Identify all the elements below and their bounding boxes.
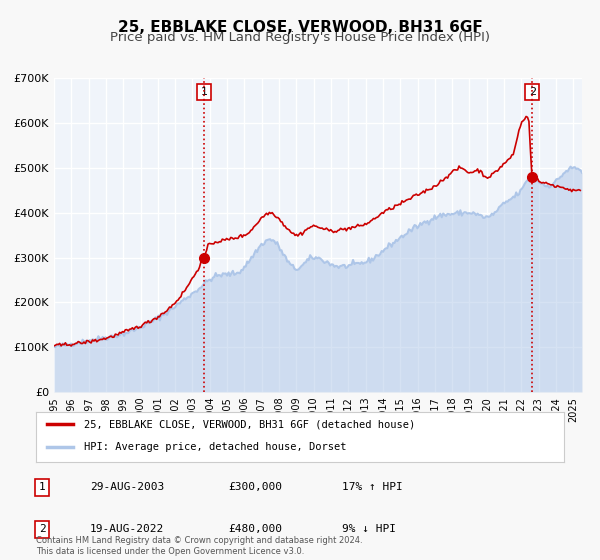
Text: Price paid vs. HM Land Registry's House Price Index (HPI): Price paid vs. HM Land Registry's House … bbox=[110, 31, 490, 44]
Text: HPI: Average price, detached house, Dorset: HPI: Average price, detached house, Dors… bbox=[83, 442, 346, 452]
Text: £300,000: £300,000 bbox=[228, 482, 282, 492]
Text: 1: 1 bbox=[38, 482, 46, 492]
Text: 9% ↓ HPI: 9% ↓ HPI bbox=[342, 524, 396, 534]
Text: 2: 2 bbox=[529, 87, 536, 97]
Text: 19-AUG-2022: 19-AUG-2022 bbox=[90, 524, 164, 534]
Text: 17% ↑ HPI: 17% ↑ HPI bbox=[342, 482, 403, 492]
Text: £480,000: £480,000 bbox=[228, 524, 282, 534]
Text: 25, EBBLAKE CLOSE, VERWOOD, BH31 6GF (detached house): 25, EBBLAKE CLOSE, VERWOOD, BH31 6GF (de… bbox=[83, 419, 415, 429]
Text: 25, EBBLAKE CLOSE, VERWOOD, BH31 6GF: 25, EBBLAKE CLOSE, VERWOOD, BH31 6GF bbox=[118, 20, 482, 35]
Text: Contains HM Land Registry data © Crown copyright and database right 2024.
This d: Contains HM Land Registry data © Crown c… bbox=[36, 536, 362, 556]
Text: 1: 1 bbox=[200, 87, 208, 97]
Text: 2: 2 bbox=[38, 524, 46, 534]
Text: 29-AUG-2003: 29-AUG-2003 bbox=[90, 482, 164, 492]
